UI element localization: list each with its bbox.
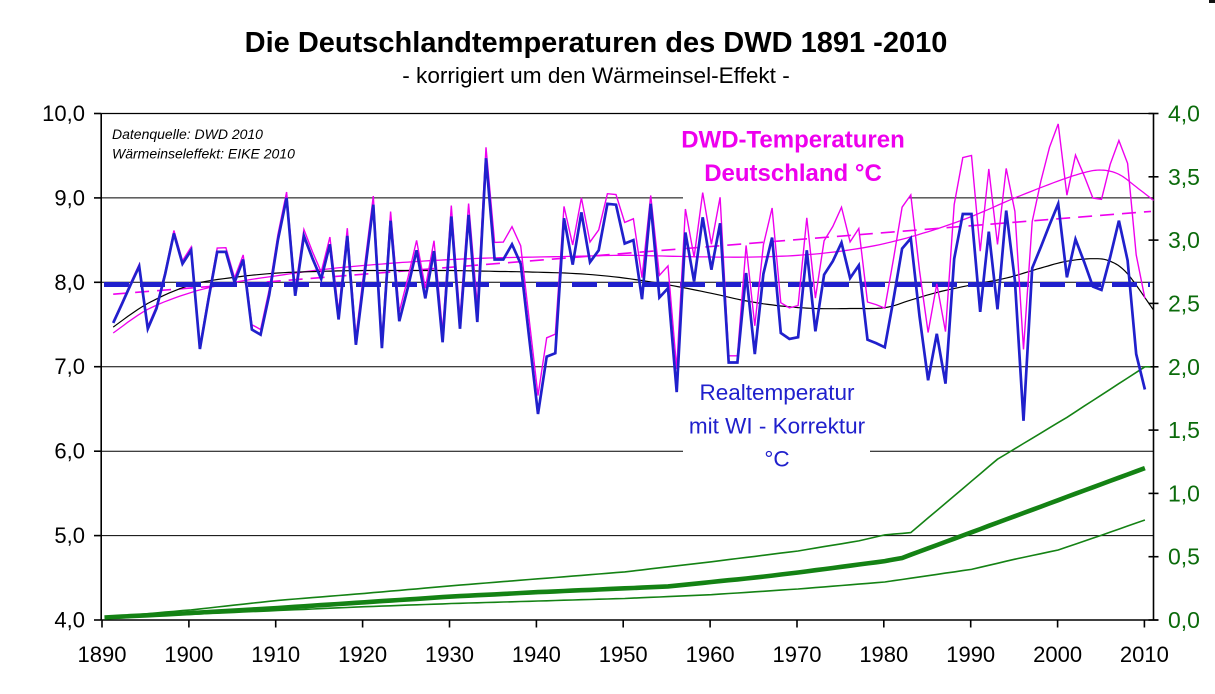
svg-text:2,0: 2,0 (1168, 354, 1200, 380)
svg-text:1970: 1970 (773, 642, 822, 667)
svg-text:°C: °C (764, 447, 789, 472)
svg-text:Die Deutschlandtemperaturen de: Die Deutschlandtemperaturen des DWD 1891… (245, 27, 948, 59)
svg-text:8,0: 8,0 (54, 270, 85, 295)
svg-text:Datenquelle: DWD 2010: Datenquelle: DWD 2010 (112, 126, 263, 142)
svg-text:3,5: 3,5 (1168, 164, 1200, 190)
svg-text:0,0: 0,0 (1168, 607, 1200, 633)
svg-text:Realtemperatur: Realtemperatur (699, 380, 855, 405)
svg-text:mit WI - Korrektur: mit WI - Korrektur (689, 414, 866, 439)
svg-text:3,0: 3,0 (1168, 227, 1200, 253)
svg-text:Deutschland °C: Deutschland °C (704, 160, 882, 187)
svg-text:6,0: 6,0 (54, 439, 85, 464)
svg-text:10,0: 10,0 (42, 101, 85, 126)
svg-text:2010: 2010 (1120, 642, 1169, 667)
svg-text:1910: 1910 (251, 642, 300, 667)
svg-text:7,0: 7,0 (54, 354, 85, 379)
svg-text:1990: 1990 (946, 642, 995, 667)
svg-text:0,5: 0,5 (1168, 544, 1200, 570)
svg-text:1950: 1950 (599, 642, 648, 667)
svg-text:1940: 1940 (512, 642, 561, 667)
svg-text:5,0: 5,0 (54, 523, 85, 548)
svg-text:1960: 1960 (686, 642, 735, 667)
svg-text:1890: 1890 (78, 642, 127, 667)
svg-text:DWD-Temperaturen: DWD-Temperaturen (681, 127, 905, 154)
svg-text:- korrigiert um den Wärmeinsel: - korrigiert um den Wärmeinsel-Effekt - (402, 63, 790, 88)
svg-text:1,5: 1,5 (1168, 417, 1200, 443)
svg-text:1980: 1980 (859, 642, 908, 667)
svg-text:2000: 2000 (1033, 642, 1082, 667)
svg-text:1930: 1930 (425, 642, 474, 667)
svg-text:1,0: 1,0 (1168, 480, 1200, 506)
svg-text:1900: 1900 (164, 642, 213, 667)
svg-text:1920: 1920 (338, 642, 387, 667)
svg-text:4,0: 4,0 (54, 608, 85, 633)
svg-text:9,0: 9,0 (54, 185, 85, 210)
svg-text:2,5: 2,5 (1168, 290, 1200, 316)
svg-text:4,0: 4,0 (1168, 101, 1200, 127)
svg-text:Wärmeinseleffekt: EIKE 2010: Wärmeinseleffekt: EIKE 2010 (112, 146, 295, 162)
